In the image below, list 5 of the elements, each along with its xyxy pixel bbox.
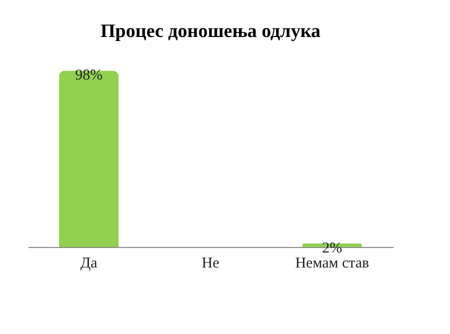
x-tick-label: Немам став [295,256,370,272]
x-tick-label: Да [80,256,98,272]
chart-title: Процес доношења одлука [100,21,321,42]
data-label: 98% [75,68,103,84]
x-tick-label: Не [202,256,220,272]
